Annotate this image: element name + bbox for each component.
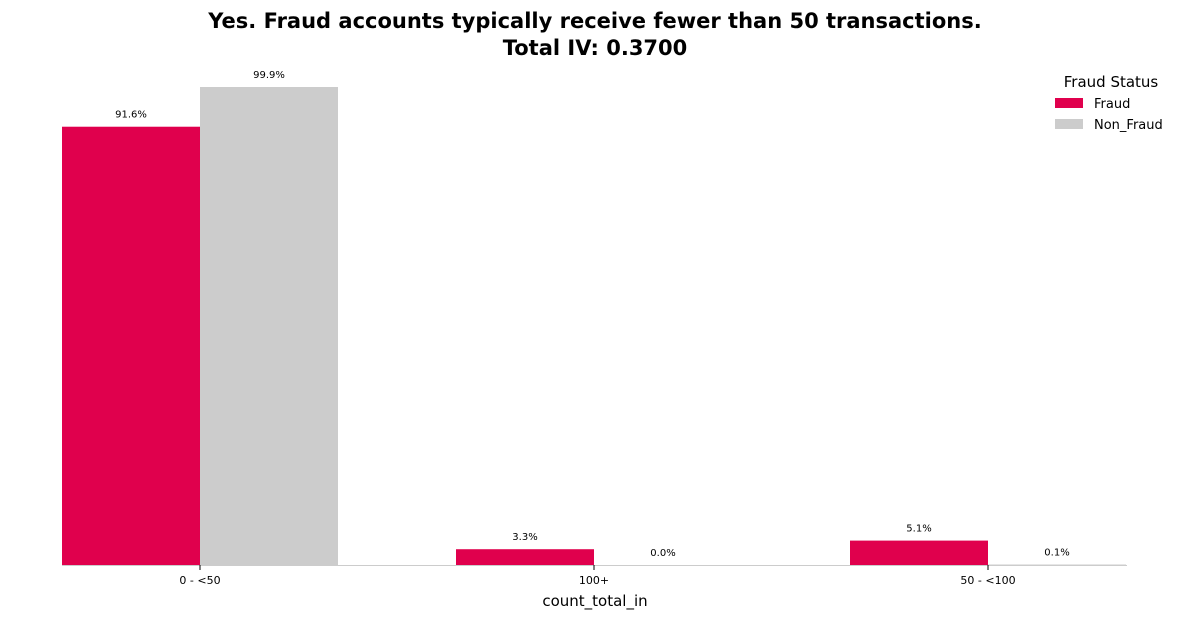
bar-fraud-1 bbox=[62, 126, 200, 565]
plot-area: 91.6% 99.9% 3.3% 0.0% 5.1% 0.1% bbox=[62, 70, 1126, 565]
x-tick-label-2: 100+ bbox=[579, 574, 609, 587]
x-tick-label-1: 0 - <50 bbox=[179, 574, 220, 587]
data-label-fraud-3: 5.1% bbox=[906, 524, 931, 535]
legend-label-non-fraud: Non_Fraud bbox=[1094, 118, 1163, 133]
bar-fraud-2 bbox=[456, 549, 594, 565]
legend: Fraud Status Fraud Non_Fraud bbox=[1055, 73, 1163, 133]
data-label-fraud-2: 3.3% bbox=[512, 532, 537, 543]
legend-swatch-fraud bbox=[1055, 98, 1083, 108]
data-label-non-fraud-1: 99.9% bbox=[253, 70, 285, 81]
data-label-fraud-1: 91.6% bbox=[115, 110, 147, 121]
bar-non-fraud-1 bbox=[200, 87, 338, 565]
bar-fraud-3 bbox=[850, 540, 988, 565]
data-label-non-fraud-3: 0.1% bbox=[1044, 548, 1069, 559]
legend-title: Fraud Status bbox=[1064, 73, 1159, 91]
x-axis-ticks: 0 - <50 100+ 50 - <100 bbox=[179, 565, 1016, 587]
data-label-non-fraud-2: 0.0% bbox=[650, 548, 675, 559]
legend-label-fraud: Fraud bbox=[1094, 97, 1130, 112]
x-tick-label-3: 50 - <100 bbox=[960, 574, 1015, 587]
chart-title-line-2: Total IV: 0.3700 bbox=[503, 36, 688, 60]
chart-title-line-1: Yes. Fraud accounts typically receive fe… bbox=[207, 9, 981, 33]
legend-swatch-non-fraud bbox=[1055, 119, 1083, 129]
x-axis-label: count_total_in bbox=[542, 592, 647, 611]
